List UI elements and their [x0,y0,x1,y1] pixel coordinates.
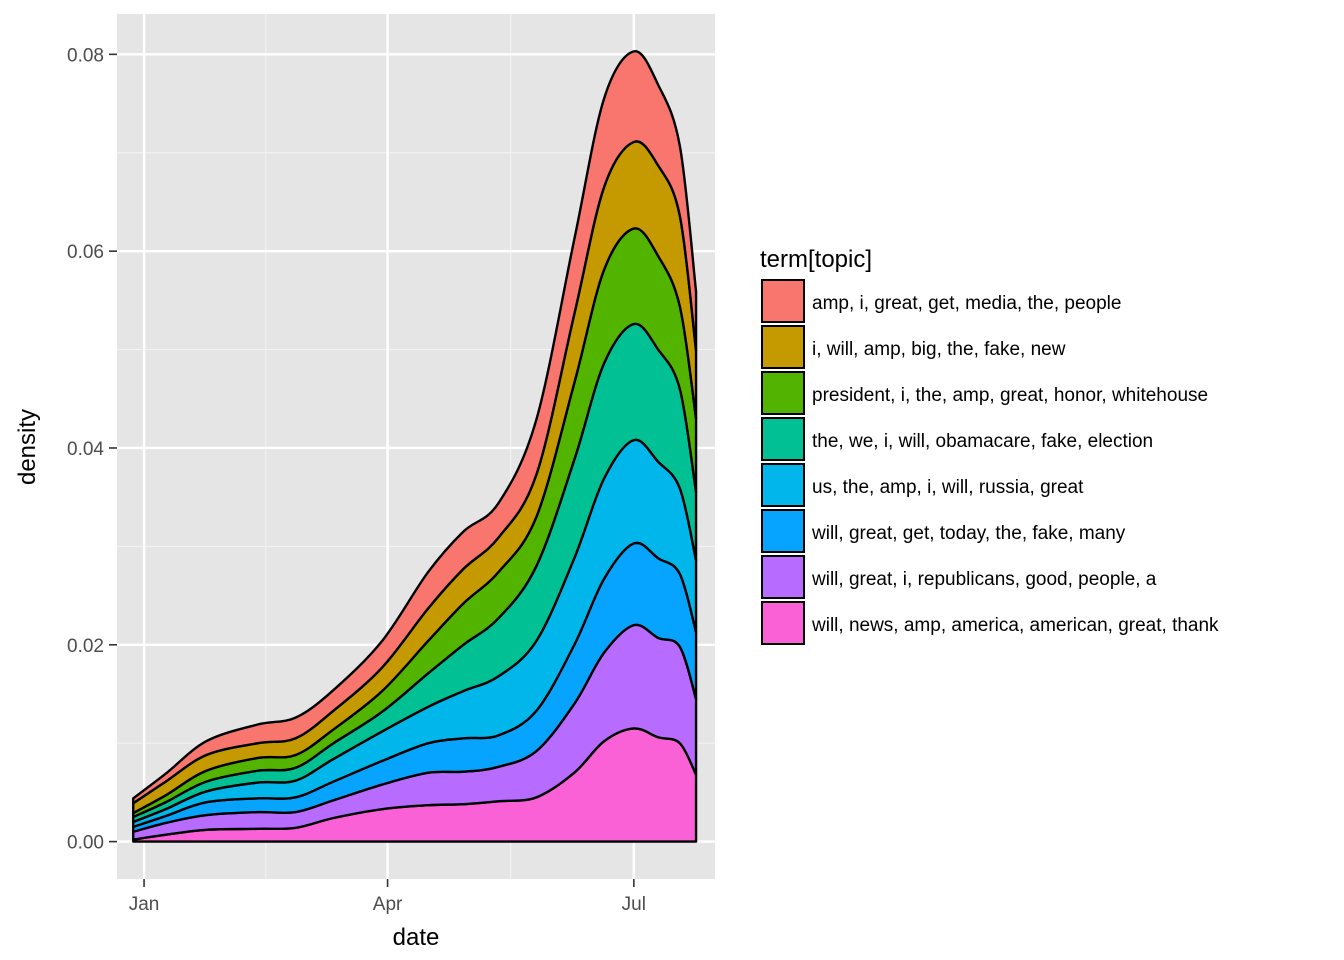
legend-key [761,509,805,553]
x-axis-title: date [393,924,440,951]
legend-label: will, great, get, today, the, fake, many [811,523,1126,544]
legend-label: amp, i, great, get, media, the, people [812,293,1121,314]
legend-title: term[topic] [760,246,872,273]
x-axis: Jan Apr Jul [129,879,646,915]
x-tick-label: Jan [129,894,160,915]
y-tick-label: 0.02 [67,636,104,657]
legend-label: will, news, amp, america, american, grea… [811,615,1219,636]
y-tick-label: 0.04 [67,439,104,460]
x-tick-label: Apr [373,894,403,915]
y-axis: 0.00 0.02 0.04 0.06 0.08 [67,45,117,854]
legend: term[topic] amp, i, great, get, media, t… [760,246,1219,645]
y-tick-label: 0.08 [67,45,104,66]
legend-label: president, i, the, amp, great, honor, wh… [812,385,1208,406]
legend-key [761,279,805,323]
legend-label: i, will, amp, big, the, fake, new [812,339,1066,360]
legend-key [761,371,805,415]
legend-label: the, we, i, will, obamacare, fake, elect… [812,431,1153,452]
legend-key [761,463,805,507]
y-tick-label: 0.06 [67,242,104,263]
legend-key [761,417,805,461]
x-tick-label: Jul [622,894,646,915]
area-series-1 [132,50,698,805]
legend-key [761,555,805,599]
y-tick-label: 0.00 [67,833,104,854]
legend-label: us, the, amp, i, will, russia, great [812,477,1084,498]
legend-key [761,325,805,369]
legend-label: will, great, i, republicans, good, peopl… [811,569,1157,590]
area-layers [132,50,698,843]
y-axis-title: density [14,409,41,485]
legend-key [761,601,805,645]
